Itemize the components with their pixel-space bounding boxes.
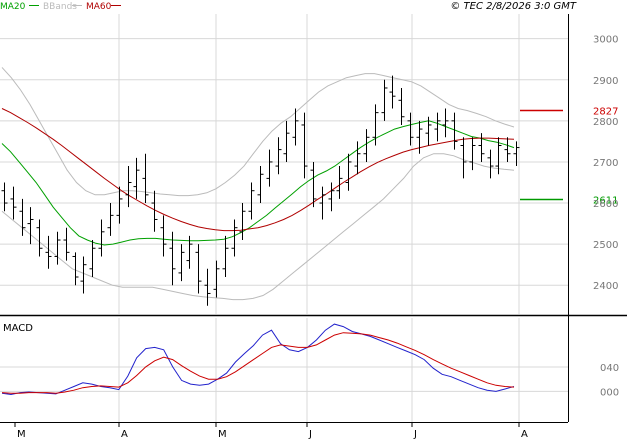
y-tick-label: 2900 xyxy=(593,76,618,87)
y-tick-label: 3000 xyxy=(593,35,618,46)
ohlc-bar xyxy=(142,153,149,204)
macd-y-tick-label: 040 xyxy=(600,363,619,374)
ohlc-bar xyxy=(345,153,352,191)
ohlc-bar xyxy=(125,166,132,208)
ohlc-bar xyxy=(80,256,87,294)
ohlc-bar xyxy=(372,104,379,146)
ohlc-bar xyxy=(72,252,79,286)
ohlc-bar xyxy=(504,137,511,162)
ohlc-bar xyxy=(283,120,290,162)
x-tick-label: M xyxy=(218,429,227,440)
ohlc-bar xyxy=(407,112,414,146)
ohlc-bar xyxy=(425,116,432,146)
ohlc-bar xyxy=(336,166,343,199)
legend-label: MA20 xyxy=(0,2,26,12)
ohlc-bar xyxy=(89,240,96,278)
ohlc-bar xyxy=(133,157,140,199)
ohlc-bar xyxy=(195,244,202,294)
x-tick-label: M xyxy=(17,429,26,440)
ohlc-bar xyxy=(469,137,476,171)
ohlc-bar xyxy=(319,186,326,220)
main-series-lines xyxy=(1,67,515,301)
ohlc-bar xyxy=(257,166,264,204)
ohlc-bar xyxy=(204,268,211,306)
macd-title: MACD xyxy=(3,323,33,334)
ohlc-bar xyxy=(36,219,43,257)
ohlc-bar xyxy=(116,186,123,224)
ohlc-bar xyxy=(495,137,502,175)
ohlc-bar xyxy=(169,231,176,286)
main-y-tick-labels: 3000 2900 2800 2700 2600 2500 2400 xyxy=(593,35,618,293)
legend-label: BBands xyxy=(43,2,77,12)
ohlc-bar xyxy=(160,215,167,257)
macd-line-signal xyxy=(1,332,515,394)
ohlc-bar xyxy=(19,198,26,236)
ohlc-bar xyxy=(442,108,449,138)
legend: MA20 BBands MA60 xyxy=(0,2,121,12)
y-tick-label: 2600 xyxy=(593,199,618,210)
ohlc-bar xyxy=(301,112,308,179)
y-tick-label: 2800 xyxy=(593,117,618,128)
ohlc-bar xyxy=(45,235,52,269)
series-line-bbands-upper xyxy=(1,67,515,197)
chart-frame xyxy=(0,14,627,423)
ohlc-bar xyxy=(460,137,467,179)
price-level-label: 2611 xyxy=(593,196,618,207)
x-tick-label: A xyxy=(121,429,128,440)
y-tick-label: 2700 xyxy=(593,158,618,169)
ohlc-bar xyxy=(266,149,273,187)
y-tick-label: 2400 xyxy=(593,281,618,292)
ohlc-bar xyxy=(363,129,370,162)
ohlc-bar xyxy=(451,112,458,150)
ohlc-bar xyxy=(513,141,520,167)
ohlc-bar xyxy=(248,182,255,220)
timestamp: © TEC 2/8/2026 3:0 GMT xyxy=(450,1,577,12)
ohlc-bar xyxy=(222,235,229,278)
ohlc-bar xyxy=(213,260,220,298)
ohlc-bar xyxy=(151,190,158,232)
ohlc-bar xyxy=(10,186,17,220)
macd-y-tick-label: 000 xyxy=(600,387,619,398)
ohlc-bar xyxy=(275,137,282,175)
ohlc-bar xyxy=(292,108,299,146)
y-tick-label: 2500 xyxy=(593,240,618,251)
ohlc-bar xyxy=(178,244,185,282)
price-level-label: 2827 xyxy=(593,107,618,118)
ohlc-bar xyxy=(1,182,8,212)
x-tick-label: J xyxy=(413,429,417,440)
ohlc-bar xyxy=(381,79,388,121)
ohlc-bar xyxy=(328,182,335,212)
ohlc-bar xyxy=(354,141,361,175)
macd-y-tick-labels: 040 000 xyxy=(600,363,619,398)
macd-line-macd xyxy=(1,323,515,396)
ohlc-bar xyxy=(389,75,396,109)
macd-series-lines xyxy=(1,323,515,396)
ohlc-bar xyxy=(231,219,238,257)
ohlc-bars xyxy=(1,75,520,306)
ohlc-bar xyxy=(107,203,114,236)
ohlc-bar xyxy=(434,112,441,142)
x-tick-label: A xyxy=(521,429,528,440)
ohlc-bar xyxy=(416,120,423,154)
ohlc-bar xyxy=(478,133,485,162)
x-tick-label: J xyxy=(308,429,312,440)
ohlc-bar xyxy=(487,149,494,179)
ohlc-bar xyxy=(186,235,193,269)
ohlc-bar xyxy=(398,87,405,125)
ohlc-bar xyxy=(27,207,34,245)
ohlc-bar xyxy=(310,161,317,208)
ohlc-bar xyxy=(239,203,246,241)
ohlc-bar xyxy=(63,227,70,261)
legend-label: MA60 xyxy=(86,2,112,12)
series-line-bbands-lower xyxy=(1,153,515,301)
ohlc-bar xyxy=(98,219,105,257)
ohlc-bar xyxy=(54,231,61,265)
gridlines xyxy=(0,14,568,422)
price-levels: 2827 2611 xyxy=(520,107,618,207)
